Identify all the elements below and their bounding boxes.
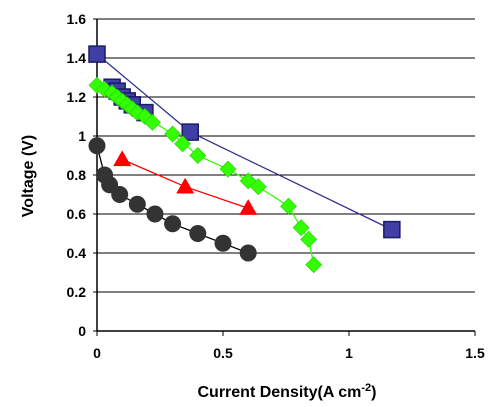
x-tick-label: 1.5 [465, 345, 485, 361]
diamond-marker [189, 147, 207, 164]
series-markers [88, 45, 401, 274]
diamond-marker [219, 160, 237, 178]
circle-marker [239, 244, 257, 262]
y-tick-label: 1.4 [67, 50, 87, 66]
y-tick-label: 0.8 [67, 167, 87, 183]
y-tick-label: 0.4 [67, 245, 87, 261]
y-tick-label: 0.6 [67, 206, 87, 222]
circle-marker [189, 225, 207, 242]
y-tick-label: 0 [78, 323, 86, 339]
diamond-marker [280, 197, 297, 215]
y-tick-label: 1 [78, 128, 86, 144]
square-marker [88, 45, 106, 63]
circle-marker [214, 234, 232, 252]
circle-marker [146, 205, 164, 223]
y-tick-label: 1.6 [67, 11, 87, 27]
diamond-marker [300, 230, 318, 248]
circle-marker [128, 195, 146, 213]
x-tick-label: 0.5 [213, 345, 233, 361]
x-axis-title: Current Density(A cm-2) [198, 382, 377, 401]
y-axis-title: Voltage (V) [20, 135, 37, 217]
diamond-marker [144, 113, 161, 131]
x-axis-title-superscript: -2 [361, 382, 371, 394]
circle-marker [88, 137, 106, 155]
x-tick-label: 1 [345, 345, 353, 361]
diamond-marker [164, 125, 182, 143]
triangle-marker [239, 199, 258, 215]
diamond-marker [239, 172, 257, 190]
diamond-marker [292, 219, 310, 237]
diamond-marker [305, 256, 323, 274]
square-marker [383, 220, 401, 239]
triangle-marker [113, 150, 132, 167]
grid-lines [97, 18, 475, 293]
x-axis-title-main: Current Density(A cm [198, 384, 362, 401]
square-marker [181, 123, 199, 141]
y-tick-label: 0.2 [67, 284, 87, 300]
x-tick-label: 0 [93, 345, 101, 361]
y-tick-label: 1.2 [67, 89, 87, 105]
diamond-marker [249, 178, 267, 196]
circle-marker [164, 215, 182, 233]
triangle-marker [176, 177, 195, 194]
series-lines [96, 53, 393, 265]
circle-marker [111, 186, 129, 203]
tick-labels: 0 0.2 0.4 0.6 0.8 1 1.2 1.4 1.6 0 0.5 1 1.5 [67, 11, 485, 361]
diamond-marker [174, 135, 192, 153]
x-axis-title-end: ) [371, 384, 376, 401]
